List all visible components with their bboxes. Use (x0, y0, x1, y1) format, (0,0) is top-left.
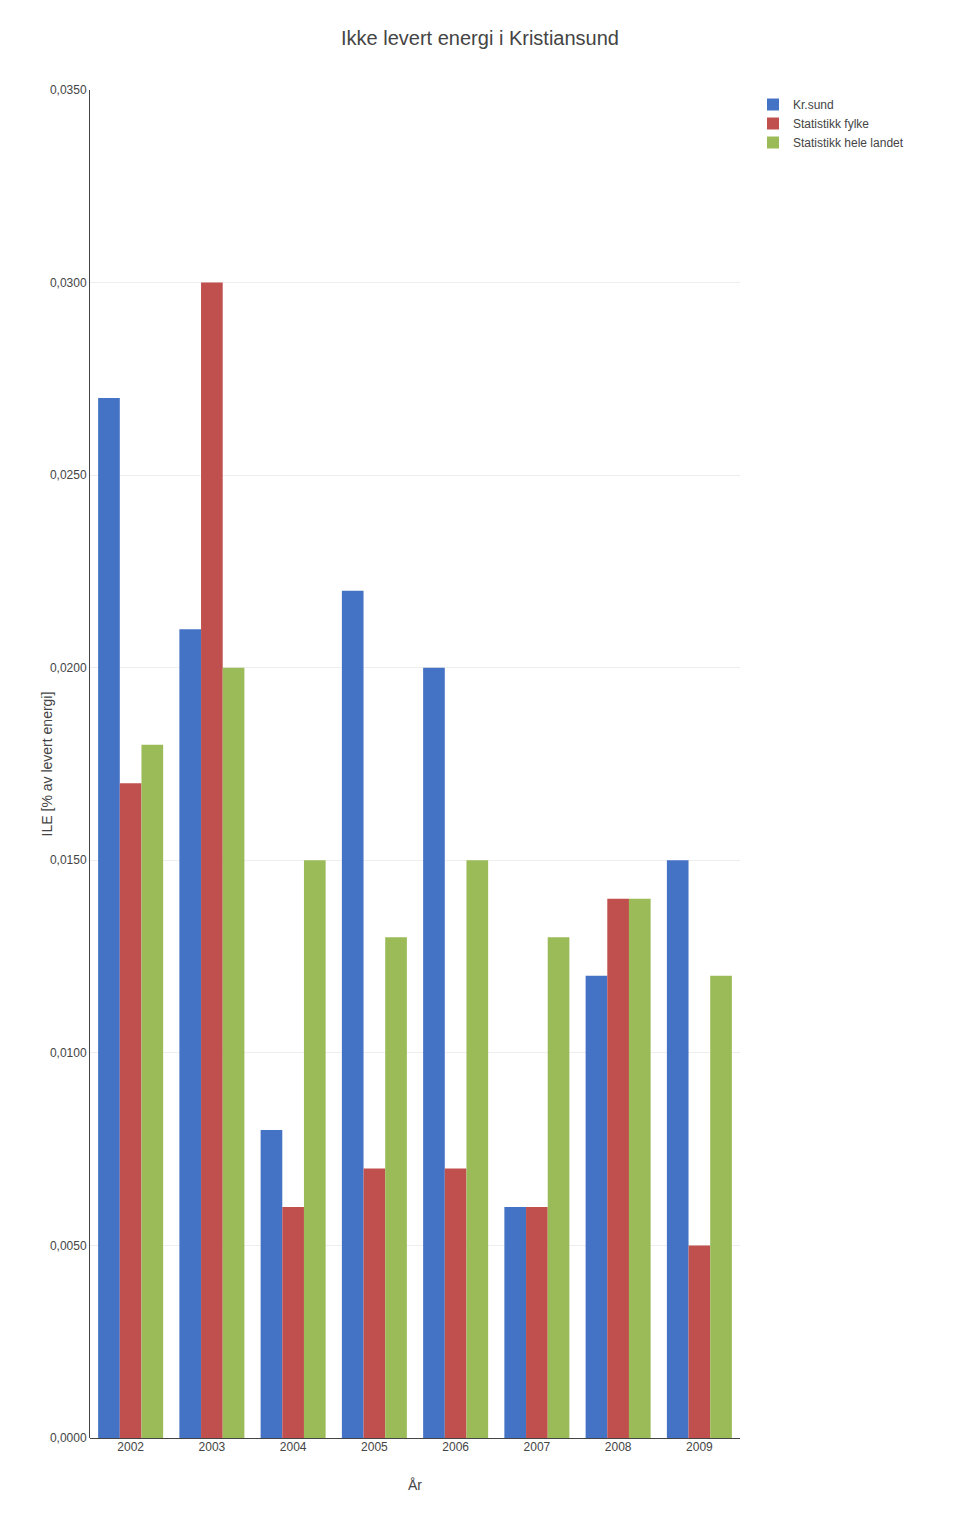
svg-text:0,0100: 0,0100 (50, 1046, 87, 1060)
svg-text:Statistikk hele landet: Statistikk hele landet (793, 136, 904, 150)
svg-text:2009: 2009 (686, 1440, 713, 1454)
svg-text:0,0300: 0,0300 (50, 276, 87, 290)
svg-text:2008: 2008 (605, 1440, 632, 1454)
svg-text:Ikke levert energi i Kristians: Ikke levert energi i Kristiansund (341, 27, 619, 49)
svg-text:0,0000: 0,0000 (50, 1431, 87, 1445)
svg-text:0,0350: 0,0350 (50, 83, 87, 97)
svg-text:0,0050: 0,0050 (50, 1239, 87, 1253)
svg-text:2004: 2004 (280, 1440, 307, 1454)
svg-text:ILE [% av levert energi]: ILE [% av levert energi] (39, 692, 55, 837)
svg-text:Kr.sund: Kr.sund (793, 98, 834, 112)
svg-text:2006: 2006 (442, 1440, 469, 1454)
svg-text:2005: 2005 (361, 1440, 388, 1454)
svg-text:2007: 2007 (524, 1440, 551, 1454)
svg-text:Statistikk fylke: Statistikk fylke (793, 117, 869, 131)
svg-text:2003: 2003 (199, 1440, 226, 1454)
svg-text:År: År (408, 1477, 422, 1493)
svg-text:0,0250: 0,0250 (50, 468, 87, 482)
svg-text:0,0150: 0,0150 (50, 853, 87, 867)
svg-text:0,0200: 0,0200 (50, 661, 87, 675)
svg-text:2002: 2002 (117, 1440, 144, 1454)
